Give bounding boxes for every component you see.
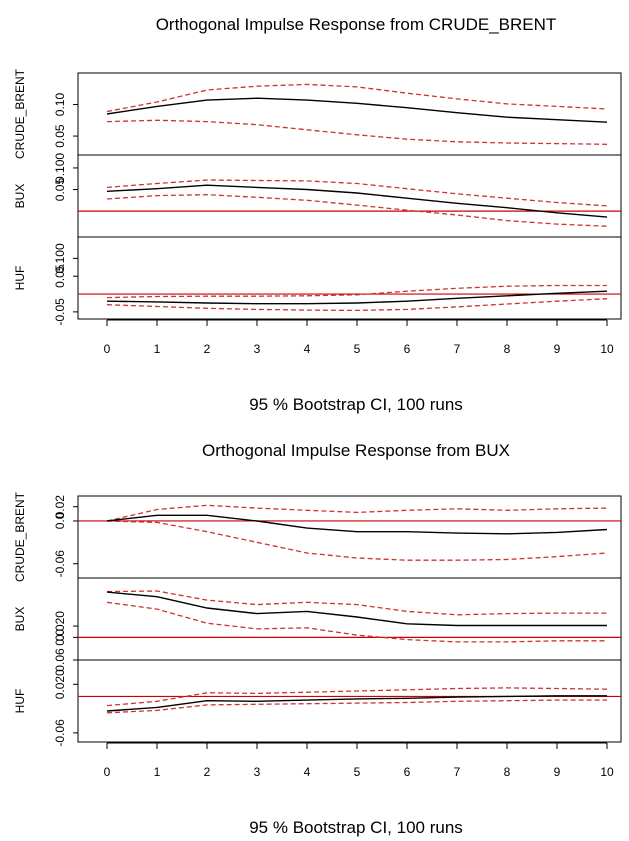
chart-title: Orthogonal Impulse Response from CRUDE_B… — [156, 15, 557, 34]
ci-upper-line — [106, 284, 607, 299]
x-tick-label: 8 — [504, 765, 511, 779]
y-tick-label: -0.05 — [53, 298, 67, 326]
ci-upper-line — [106, 504, 608, 522]
x-tick-label: 10 — [600, 342, 614, 356]
ci-lower-line — [106, 520, 608, 561]
y-tick-label: -0.06 — [53, 719, 67, 747]
panel-ylabel: HUF — [13, 266, 27, 291]
panel-crude-brent: 0.10 0.05 CRUDE_BRENT — [13, 68, 622, 159]
y-tick-label: 0.05 — [53, 124, 67, 148]
panel-data — [78, 504, 621, 561]
x-tick-label: 2 — [204, 765, 211, 779]
x-tick-label: 3 — [254, 342, 261, 356]
panel-ylabel: BUX — [13, 607, 27, 632]
y-tick-label: 0.0 — [53, 512, 67, 529]
chart-title: Orthogonal Impulse Response from BUX — [202, 441, 510, 460]
ci-upper-line — [106, 590, 607, 616]
x-tick-label: 10 — [600, 765, 614, 779]
panel-data — [78, 590, 621, 643]
response-line — [106, 184, 608, 218]
response-line — [106, 591, 607, 627]
ci-upper-line — [106, 83, 608, 113]
response-line — [106, 514, 608, 535]
y-tick-label: 0.100 — [53, 153, 67, 183]
y-tick-label: -0.06 — [53, 550, 67, 578]
ci-lower-line — [106, 194, 608, 227]
ci-upper-line — [106, 687, 608, 707]
panel-frame — [77, 236, 622, 320]
y-tick-label: 0.10 — [53, 93, 67, 117]
x-tick-label: 7 — [454, 765, 461, 779]
x-tick-label: 5 — [354, 765, 361, 779]
x-axis: 0 1 2 3 4 5 6 7 8 9 10 — [104, 742, 614, 779]
panel-crude-brent: 0.020.0 -0.06 CRUDE_BRENT — [13, 491, 622, 582]
x-tick-label: 1 — [154, 342, 161, 356]
x-tick-label: 1 — [154, 765, 161, 779]
y-tick-label: 0.100 — [53, 243, 67, 273]
chart-caption: 95 % Bootstrap CI, 100 runs — [249, 818, 463, 837]
y-tick-label: 0.020 — [53, 611, 67, 641]
ci-lower-line — [106, 601, 607, 643]
y-tick-label: 0.020 — [53, 669, 67, 699]
panel-ylabel: CRUDE_BRENT — [13, 68, 27, 159]
chart-crude-brent: Orthogonal Impulse Response from CRUDE_B… — [13, 15, 622, 414]
x-tick-label: 0 — [104, 342, 111, 356]
x-tick-label: 6 — [404, 765, 411, 779]
x-axis: 0 1 2 3 4 5 6 7 8 9 10 — [104, 319, 614, 356]
response-line — [106, 290, 608, 305]
panel-ylabel: BUX — [13, 184, 27, 209]
x-tick-label: 9 — [554, 342, 561, 356]
x-tick-label: 4 — [304, 765, 311, 779]
x-tick-label: 4 — [304, 342, 311, 356]
y-tick-label: 0.0 — [53, 629, 67, 646]
x-tick-label: 0 — [104, 765, 111, 779]
panel-frame — [77, 659, 622, 743]
response-line — [106, 97, 608, 123]
panel-huf: 0.060.020 -0.06 HUF — [13, 648, 622, 747]
x-tick-label: 5 — [354, 342, 361, 356]
x-tick-label: 2 — [204, 342, 211, 356]
response-line — [106, 695, 607, 712]
ci-lower-line — [106, 699, 607, 714]
panel-data — [78, 284, 621, 312]
x-tick-label: 9 — [554, 765, 561, 779]
y-tick-label: 0.05 — [53, 264, 67, 288]
panel-data — [78, 179, 621, 227]
panel-data — [106, 83, 608, 145]
chart-bux: Orthogonal Impulse Response from BUX0.02… — [13, 441, 622, 837]
x-tick-label: 7 — [454, 342, 461, 356]
ci-lower-line — [106, 298, 608, 312]
panel-ylabel: CRUDE_BRENT — [13, 491, 27, 582]
ci-lower-line — [106, 119, 608, 145]
x-tick-label: 3 — [254, 765, 261, 779]
x-tick-label: 8 — [504, 342, 511, 356]
y-tick-label: 0.02 — [53, 495, 67, 519]
x-tick-label: 6 — [404, 342, 411, 356]
panel-data — [78, 687, 621, 714]
y-tick-label: 0.05 — [53, 178, 67, 202]
y-tick-label: 0.06 — [53, 648, 67, 672]
ci-upper-line — [106, 179, 608, 207]
panel-ylabel: HUF — [13, 689, 27, 714]
chart-caption: 95 % Bootstrap CI, 100 runs — [249, 395, 463, 414]
